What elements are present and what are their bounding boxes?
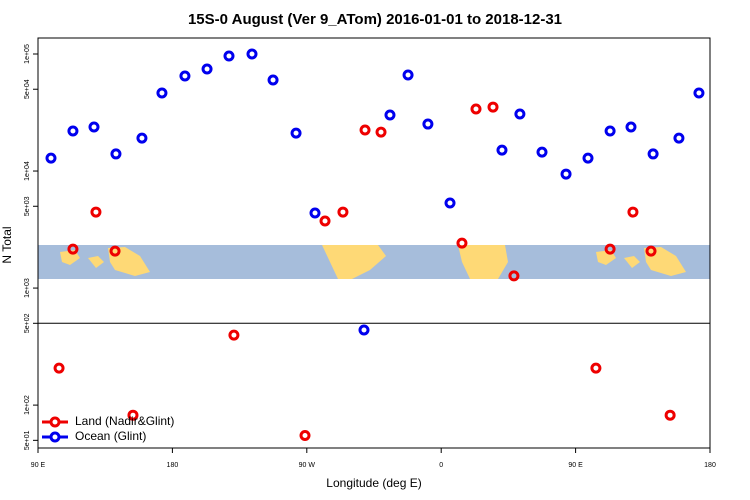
x-tick-label: 90 W [299,462,316,469]
point [536,146,548,158]
point [627,206,639,218]
y-tick-label: 1e+03 [24,278,31,298]
point [201,63,213,75]
x-tick-label: 90 E [31,462,46,469]
legend-label: Land (Nadir&Glint) [75,414,174,428]
point [358,324,370,336]
point [422,118,434,130]
y-axis-label: N Total [0,226,14,263]
point [290,127,302,139]
point [496,144,508,156]
y-tick-label: 5e+03 [24,196,31,216]
point [402,69,414,81]
point [90,206,102,218]
x-tick-label: 90 E [568,462,583,469]
point [246,48,258,60]
point [156,87,168,99]
point [53,362,65,374]
point [88,121,100,133]
map-band [38,245,710,279]
point [647,148,659,160]
y-tick-label: 5e+04 [24,79,31,99]
x-tick-label: 180 [704,462,716,469]
point [228,329,240,341]
x-tick-label: 0 [439,462,443,469]
point [514,108,526,120]
point [110,148,122,160]
point [444,197,456,209]
point [127,409,139,421]
point [582,152,594,164]
point [590,362,602,374]
point [560,168,572,180]
legend-label: Ocean (Glint) [75,429,146,443]
point [359,124,371,136]
point [693,87,705,99]
point [384,109,396,121]
point [309,207,321,219]
point [299,429,311,441]
y-tick-label: 1e+05 [24,44,31,64]
y-tick-label: 1e+02 [24,395,31,415]
y-tick-label: 5e+01 [24,430,31,450]
point [67,125,79,137]
point [319,215,331,227]
point [625,121,637,133]
point [179,70,191,82]
point [645,245,657,257]
point [470,103,482,115]
point [267,74,279,86]
point [487,101,499,113]
point [604,125,616,137]
y-tick-label: 1e+04 [24,161,31,181]
x-axis-label: Longitude (deg E) [326,476,421,490]
point [508,270,520,282]
point [136,132,148,144]
chart-title: 15S-0 August (Ver 9_ATom) 2016-01-01 to … [188,11,562,28]
point [673,132,685,144]
point [375,126,387,138]
point [604,243,616,255]
point [109,245,121,257]
point [223,50,235,62]
point [337,206,349,218]
point [67,243,79,255]
y-tick-label: 5e+02 [24,313,31,333]
legend-marker [49,431,61,443]
point [45,152,57,164]
x-tick-label: 180 [167,462,179,469]
plot-frame [37,37,711,449]
point [664,409,676,421]
legend-marker [49,416,61,428]
point [456,237,468,249]
